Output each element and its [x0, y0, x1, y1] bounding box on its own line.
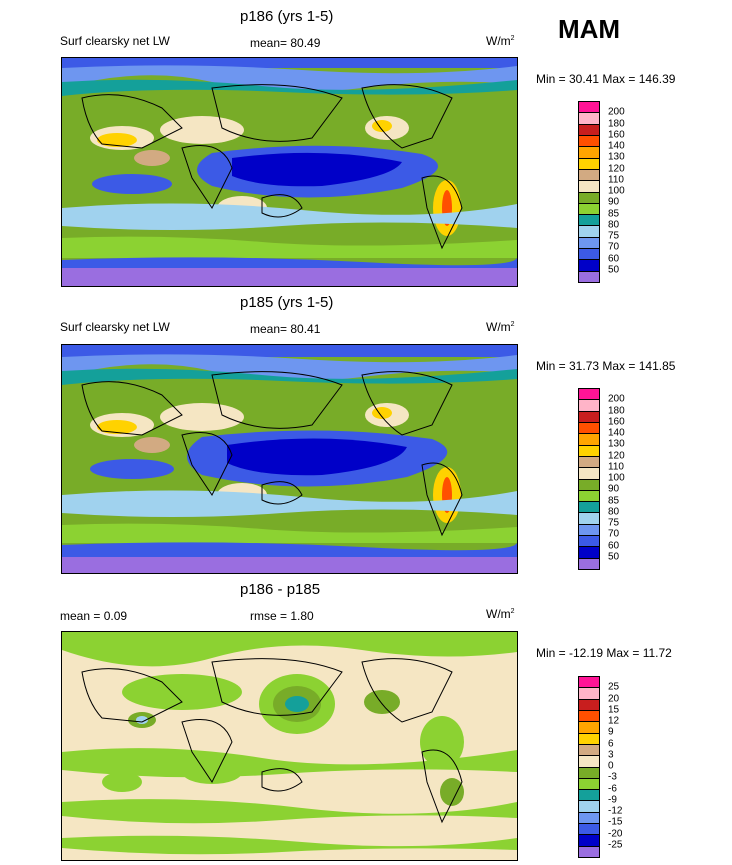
panel1-variable-label: Surf clearsky net LW [60, 34, 170, 48]
panel1-title: p186 (yrs 1-5) [240, 8, 334, 25]
panel1-mean-label: mean= 80.49 [250, 36, 321, 50]
panel3-rmse-label: rmse = 1.80 [250, 609, 314, 623]
panel3-title: p186 - p185 [240, 581, 321, 598]
panel3-mean-label: mean = 0.09 [60, 609, 128, 623]
panel2-units: W/m2 [486, 320, 515, 334]
panel1-minmax: Min = 30.41 Max = 146.39 [536, 72, 676, 86]
panel3-minmax: Min = -12.19 Max = 11.72 [536, 646, 672, 660]
panel3-map [61, 631, 518, 861]
panel1-colorbar-box [579, 270, 599, 282]
panel2-variable-label: Surf clearsky net LW [60, 320, 170, 334]
panel3-colorbar-box [579, 845, 599, 857]
panel2-colorbar-box [579, 557, 599, 569]
panel2-level-label: 200 [608, 393, 625, 405]
season-label: MAM [558, 14, 621, 44]
panel2-map [61, 344, 518, 574]
panel1-level-label: 200 [608, 106, 625, 118]
panel1-units: W/m2 [486, 34, 515, 48]
panel3-units: W/m2 [486, 607, 515, 621]
panel3-level-label: 25 [608, 681, 620, 693]
panel3-colorbar [578, 676, 600, 858]
panel1-map [61, 57, 518, 287]
panel2-colorbar [578, 388, 600, 570]
panel1-colorbar [578, 101, 600, 283]
panel2-mean-label: mean= 80.41 [250, 322, 321, 336]
panel2-title: p185 (yrs 1-5) [240, 294, 334, 311]
panel2-minmax: Min = 31.73 Max = 141.85 [536, 359, 676, 373]
